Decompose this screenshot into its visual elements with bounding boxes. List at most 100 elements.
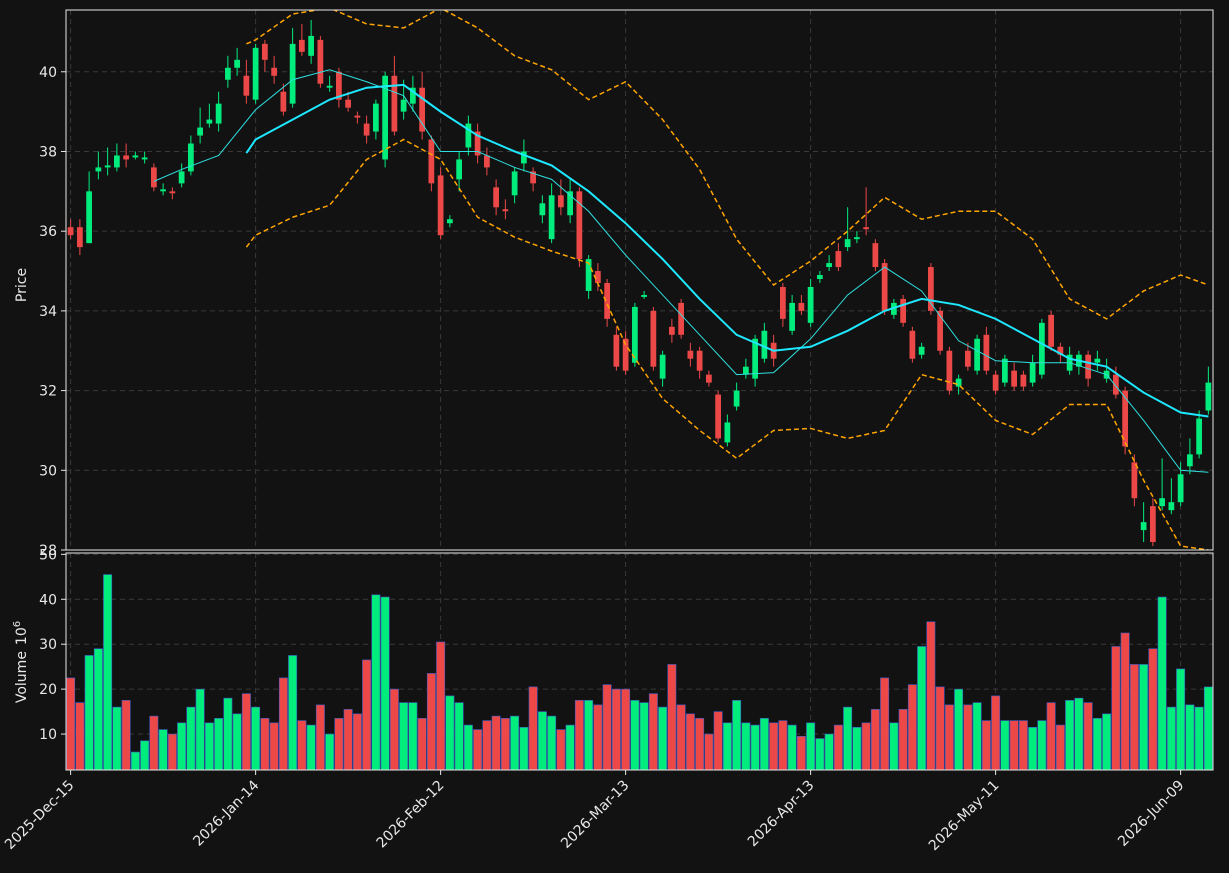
volume-bar [889, 722, 899, 770]
candle-body [965, 350, 971, 367]
candle-body [474, 131, 481, 156]
volume-bar [1065, 700, 1075, 770]
candle-body [252, 47, 259, 100]
volume-bar [537, 711, 547, 770]
candle-body [437, 175, 444, 236]
volume-bar [1028, 727, 1038, 770]
volume-bar [778, 720, 788, 770]
candle-body [576, 191, 583, 260]
candle-body [817, 275, 823, 280]
volume-bar [898, 709, 908, 770]
volume-scale: 10 [14, 627, 30, 645]
volume-bar [121, 700, 131, 770]
volume-bar [741, 722, 751, 770]
candle-body [373, 103, 379, 132]
volume-bar [195, 688, 205, 770]
volume-bar [796, 736, 806, 770]
candle-body [178, 171, 185, 184]
candle-body [400, 99, 407, 112]
candle-body [900, 298, 906, 323]
volume-bar [639, 702, 649, 770]
candle-body [687, 350, 694, 359]
volume-bar [1194, 706, 1204, 770]
volume-tick-label: 20 [39, 682, 57, 698]
volume-bar [584, 700, 594, 770]
candle-body [280, 91, 287, 112]
volume-bar [251, 706, 261, 770]
candle-body [715, 394, 721, 439]
volume-bar [436, 641, 446, 770]
candle-body [1187, 454, 1193, 467]
volume-bar [852, 727, 862, 770]
volume-bar [769, 722, 779, 770]
candle-body [502, 209, 509, 212]
candle-body [243, 75, 250, 96]
candle-body [160, 189, 166, 192]
volume-bar [1176, 668, 1186, 770]
candle-body [345, 99, 351, 108]
volume-bar [177, 722, 187, 770]
candle-body [835, 251, 842, 268]
candle-body [1085, 354, 1091, 379]
candle-body [206, 119, 213, 124]
candle-body [1196, 418, 1202, 455]
volume-bar [75, 702, 85, 770]
candle-body [188, 143, 194, 172]
volume-bar [750, 724, 760, 770]
volume-bar [907, 684, 917, 770]
candle-body [928, 267, 934, 311]
volume-bar [149, 715, 159, 770]
volume-bar [1203, 686, 1213, 770]
overlay-line [153, 69, 1209, 473]
candle-body [447, 219, 453, 224]
volume-bar [759, 718, 769, 770]
volume-bar [528, 686, 538, 770]
candle-body [826, 263, 832, 268]
price-frame [65, 9, 1214, 551]
candle-body [363, 123, 370, 136]
volume-bar [593, 704, 603, 770]
y-tick-label: 28 [39, 543, 57, 559]
volume-bar [389, 688, 399, 770]
y-tick-label: 32 [39, 384, 57, 400]
volume-bar [630, 700, 640, 770]
volume-tick-label: 10 [39, 727, 57, 743]
candle-body [1140, 522, 1147, 531]
candle-body [225, 67, 231, 80]
volume-bar [463, 724, 473, 770]
volume-bar [676, 704, 686, 770]
volume-bar [972, 702, 982, 770]
volume-bar [806, 722, 816, 770]
volume-bar [722, 722, 732, 770]
candle-body [863, 227, 869, 230]
candle-body [511, 171, 518, 196]
candle-body [1122, 390, 1128, 447]
candle-body [1002, 358, 1008, 383]
candle-body [650, 310, 657, 367]
candle-body [465, 123, 472, 148]
overlay-line [245, 83, 1209, 418]
candle-body [382, 75, 388, 160]
candle-body [308, 35, 314, 56]
volume-bar [880, 677, 890, 770]
volume-bar [658, 706, 668, 770]
volume-bar [204, 722, 214, 770]
volume-bar [981, 720, 991, 770]
volume-bar [66, 677, 76, 770]
volume-tick-label: 30 [39, 637, 57, 653]
candle-body [909, 330, 916, 359]
volume-bar [695, 718, 705, 770]
volume-bar [278, 677, 288, 770]
volume-bar [334, 718, 344, 770]
volume-bar [565, 724, 575, 770]
candle-body [604, 282, 610, 319]
volume-tick-label: 40 [39, 592, 57, 608]
candle-body [918, 346, 925, 355]
y-tick-label: 38 [39, 144, 57, 160]
volume-bar [547, 715, 557, 770]
candle-body [632, 306, 638, 363]
candle-body [548, 195, 555, 240]
candle-body [67, 227, 74, 236]
candle-body [169, 191, 176, 194]
